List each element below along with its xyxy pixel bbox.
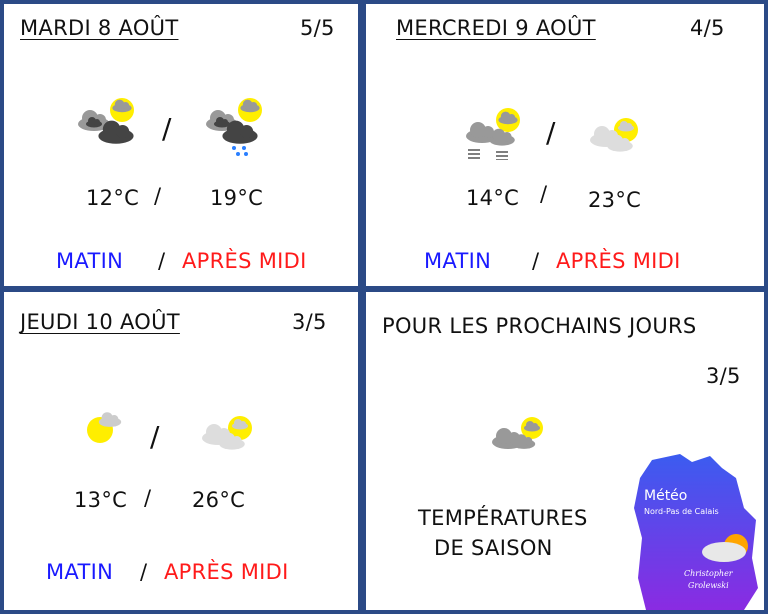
separator: / xyxy=(532,249,540,273)
outlook-text: TEMPÉRATURES xyxy=(418,506,588,530)
separator: / xyxy=(162,112,172,145)
logo-author: Grolewski xyxy=(688,581,729,590)
day-panel-tuesday: MARDI 8 AOÛT 5/5 / 12°C / 19°C MATIN / A… xyxy=(4,4,358,286)
separator: / xyxy=(140,560,148,584)
mostly-cloudy-dark-icon xyxy=(78,98,134,144)
separator: / xyxy=(144,486,152,510)
partly-cloudy-icon xyxy=(590,118,638,152)
separator: / xyxy=(158,249,166,273)
afternoon-label: APRÈS MIDI xyxy=(556,249,681,273)
separator: / xyxy=(540,182,548,206)
temp-morning: 12°C xyxy=(86,186,140,210)
logo-title: Météo xyxy=(644,488,687,504)
temp-morning: 13°C xyxy=(74,488,128,512)
temp-afternoon: 26°C xyxy=(192,488,246,512)
day-date: MARDI 8 AOÛT xyxy=(20,16,179,40)
partly-cloudy-icon xyxy=(202,416,252,450)
cloudy-fog-icon xyxy=(466,108,520,160)
afternoon-label: APRÈS MIDI xyxy=(164,560,289,584)
cloudy-rain-icon xyxy=(206,98,262,156)
morning-label: MATIN xyxy=(56,249,124,273)
reliability-rating: 3/5 xyxy=(292,310,327,334)
outlook-title: POUR LES PROCHAINS JOURS xyxy=(382,314,697,338)
reliability-rating: 5/5 xyxy=(300,16,335,40)
logo-author: Christopher xyxy=(684,569,734,578)
morning-label: MATIN xyxy=(424,249,492,273)
logo-subtitle: Nord-Pas de Calais xyxy=(644,507,719,516)
morning-label: MATIN xyxy=(46,560,114,584)
separator: / xyxy=(154,184,162,208)
day-date: MERCREDI 9 AOÛT xyxy=(396,16,596,40)
day-panel-wednesday: MERCREDI 9 AOÛT 4/5 / 14°C / 23°C MATIN … xyxy=(366,4,764,286)
mostly-sunny-icon xyxy=(87,412,122,443)
temp-morning: 14°C xyxy=(466,186,520,210)
temp-afternoon: 23°C xyxy=(588,188,642,212)
meteo-npdc-logo: Météo Nord-Pas de Calais Christopher Gro… xyxy=(634,454,758,610)
temp-afternoon: 19°C xyxy=(210,186,264,210)
partly-cloudy-icon xyxy=(492,417,543,449)
outlook-text: DE SAISON xyxy=(434,536,553,560)
day-panel-thursday: JEUDI 10 AOÛT 3/5 / 13°C / 26°C MATIN / … xyxy=(4,292,358,610)
reliability-rating: 3/5 xyxy=(706,364,741,388)
separator: / xyxy=(546,116,556,149)
afternoon-label: APRÈS MIDI xyxy=(182,249,307,273)
separator: / xyxy=(150,420,160,453)
reliability-rating: 4/5 xyxy=(690,16,725,40)
day-date: JEUDI 10 AOÛT xyxy=(20,310,180,334)
